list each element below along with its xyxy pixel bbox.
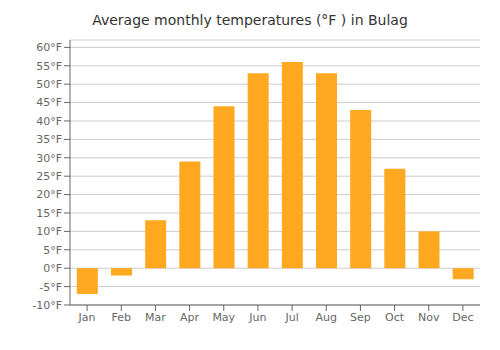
svg-text:Apr: Apr [180, 311, 200, 324]
svg-text:Nov: Nov [418, 311, 440, 324]
svg-text:Mar: Mar [145, 311, 166, 324]
svg-text:50°F: 50°F [36, 78, 62, 91]
svg-text:Dec: Dec [452, 311, 473, 324]
svg-text:Jun: Jun [248, 311, 266, 324]
svg-text:25°F: 25°F [36, 170, 62, 183]
svg-text:Jul: Jul [284, 311, 298, 324]
svg-text:Feb: Feb [112, 311, 131, 324]
svg-text:20°F: 20°F [36, 188, 62, 201]
svg-text:Aug: Aug [316, 311, 337, 324]
svg-text:40°F: 40°F [36, 115, 62, 128]
svg-text:30°F: 30°F [36, 152, 62, 165]
svg-text:Sep: Sep [350, 311, 371, 324]
svg-text:0°F: 0°F [43, 262, 62, 275]
svg-text:55°F: 55°F [36, 60, 62, 73]
svg-text:May: May [212, 311, 235, 324]
svg-text:Oct: Oct [385, 311, 405, 324]
svg-text:-5°F: -5°F [39, 281, 62, 294]
svg-text:60°F: 60°F [36, 41, 62, 54]
svg-text:-10°F: -10°F [32, 299, 62, 312]
svg-text:45°F: 45°F [36, 96, 62, 109]
svg-text:10°F: 10°F [36, 225, 62, 238]
svg-text:35°F: 35°F [36, 133, 62, 146]
svg-text:15°F: 15°F [36, 207, 62, 220]
html-text:Average monthly temperatures (: Average monthly temperatures (°F ) in Bu… [92, 12, 408, 28]
svg-text:Jan: Jan [78, 311, 96, 324]
svg-text:5°F: 5°F [43, 244, 62, 257]
